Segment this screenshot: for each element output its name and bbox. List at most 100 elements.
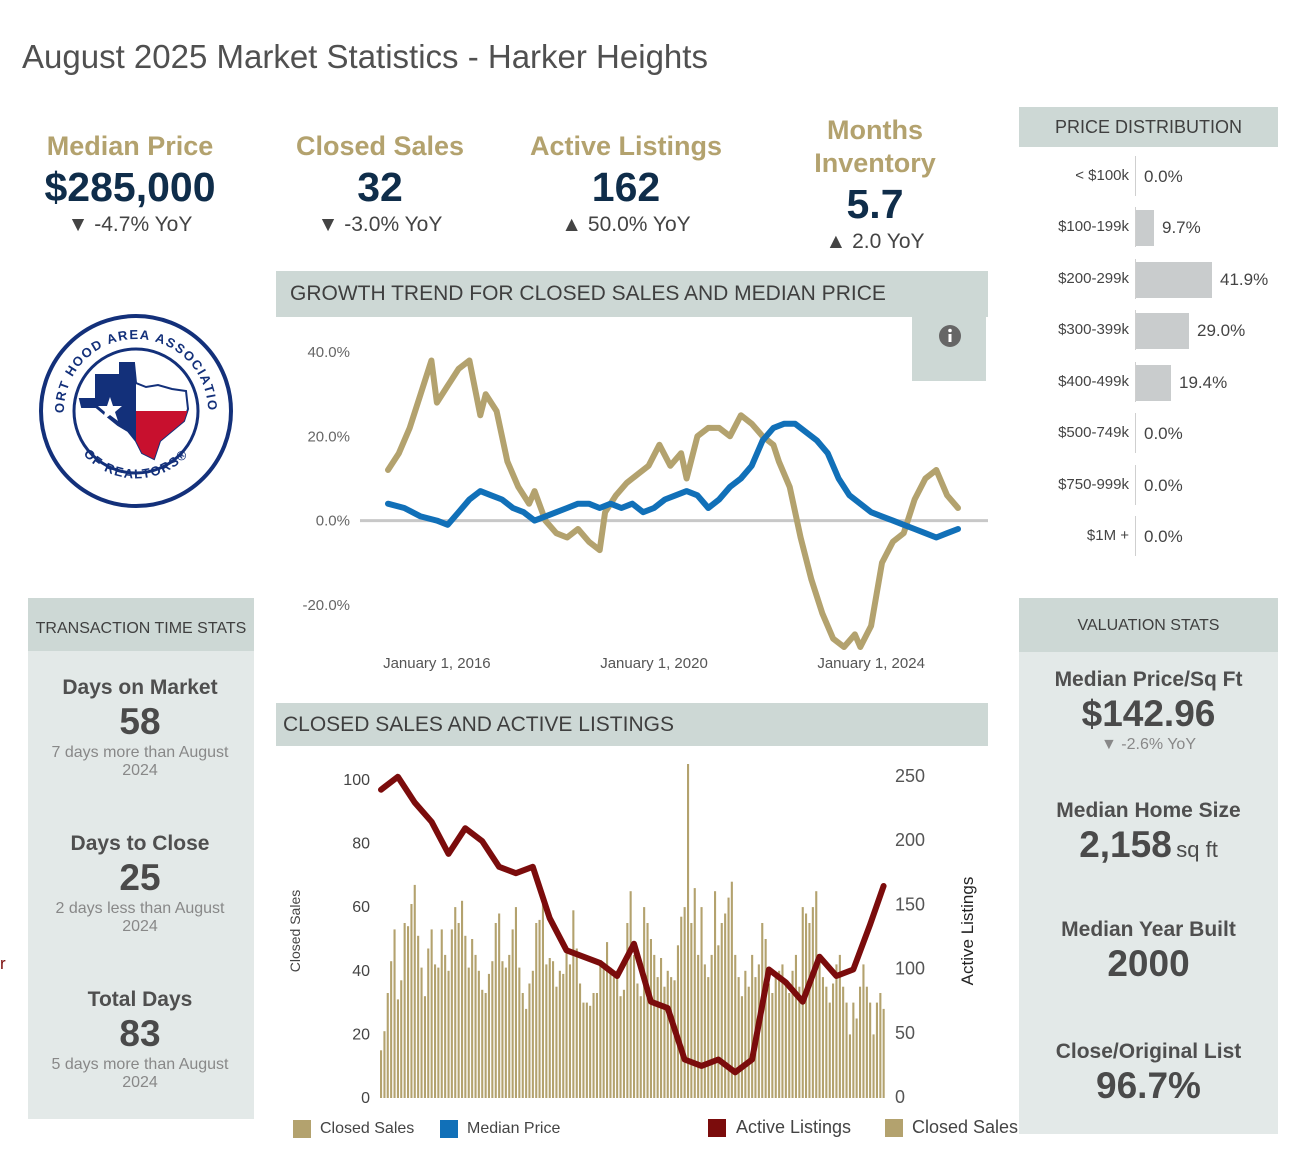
price-distribution-row: $200-299k 41.9% xyxy=(1019,259,1289,299)
bar-closed-sales xyxy=(794,954,797,1098)
bar-closed-sales xyxy=(639,996,642,1098)
bar-closed-sales xyxy=(535,923,538,1098)
price-distribution-row: $1M + 0.0% xyxy=(1019,516,1289,556)
bar-closed-sales xyxy=(808,923,811,1098)
bar-closed-sales xyxy=(545,964,548,1098)
bar-closed-sales xyxy=(403,923,406,1098)
bar-closed-sales xyxy=(528,983,531,1098)
valuation-stats-title: VALUATION STATS xyxy=(1077,617,1220,634)
stat-value: 83 xyxy=(119,1013,161,1054)
bar-closed-sales xyxy=(727,897,730,1098)
y2-axis-label: Active Listings xyxy=(958,877,977,986)
stat-value: 25 xyxy=(119,857,161,898)
bar-closed-sales xyxy=(821,977,824,1098)
bar-closed-sales xyxy=(720,923,723,1098)
bar-closed-sales xyxy=(447,970,450,1098)
bar-closed-sales xyxy=(832,983,835,1098)
legend-label-closed-sales: Closed Sales xyxy=(912,1117,1019,1137)
growth-chart: 40.0% 20.0% 0.0% -20.0% January 1, 2016 Janua… xyxy=(302,344,988,672)
bar-closed-sales xyxy=(541,904,544,1098)
bar-closed-sales xyxy=(437,967,440,1098)
y-tick-label: 0 xyxy=(361,1090,370,1107)
axis-line xyxy=(1135,207,1136,247)
bar-closed-sales xyxy=(393,929,396,1098)
price-distribution-header: PRICE DISTRIBUTION xyxy=(1019,107,1278,147)
bar-closed-sales xyxy=(434,964,437,1098)
price-distribution-row: < $100k 0.0% xyxy=(1019,156,1289,196)
y-tick-label: 40 xyxy=(352,963,370,980)
stat-label: Days on Market xyxy=(62,676,218,699)
bar-closed-sales xyxy=(842,986,845,1098)
bar-closed-sales xyxy=(579,983,582,1098)
bar-closed-sales xyxy=(589,1005,592,1098)
info-button[interactable] xyxy=(912,317,986,381)
sales-chart-header: CLOSED SALES AND ACTIVE LISTINGS xyxy=(276,703,988,746)
price-range-label: $400-499k xyxy=(1058,373,1129,390)
bar-closed-sales xyxy=(481,989,484,1098)
bar-closed-sales xyxy=(687,764,690,1098)
price-range-label: < $100k xyxy=(1075,167,1129,184)
bar-closed-sales xyxy=(450,929,453,1098)
bar-closed-sales xyxy=(879,993,882,1098)
bar-closed-sales xyxy=(734,954,737,1098)
bar-closed-sales xyxy=(471,939,474,1098)
y2-tick-label: 50 xyxy=(895,1023,915,1043)
bar-closed-sales xyxy=(656,977,659,1098)
stat-value: 2000 xyxy=(1107,943,1190,984)
bar-closed-sales xyxy=(744,970,747,1098)
kpi-yoy: ▲ 50.0% YoY xyxy=(561,213,691,236)
bar-closed-sales xyxy=(882,1008,885,1098)
bar-closed-sales xyxy=(386,993,389,1098)
growth-chart-title: GROWTH TREND FOR CLOSED SALES AND MEDIAN… xyxy=(290,282,886,305)
bar-closed-sales xyxy=(430,929,433,1098)
stat-value: 2,158 xyxy=(1079,824,1172,865)
y-tick-label: 20.0% xyxy=(307,428,350,445)
bar-closed-sales xyxy=(420,967,423,1098)
bar-closed-sales xyxy=(673,980,676,1098)
stray-character: r xyxy=(0,954,6,973)
legend-swatch-median-price xyxy=(440,1120,458,1138)
bar-closed-sales xyxy=(825,986,828,1098)
price-distribution-pct: 0.0% xyxy=(1144,424,1183,443)
bar-closed-sales xyxy=(400,980,403,1098)
bar-closed-sales xyxy=(595,993,598,1098)
line-series-closed-sales xyxy=(385,357,961,650)
bar-closed-sales xyxy=(396,999,399,1098)
price-distribution-bar xyxy=(1136,210,1154,246)
price-distribution-pct: 19.4% xyxy=(1179,373,1228,392)
bar-closed-sales xyxy=(562,973,565,1098)
bar-closed-sales xyxy=(585,1002,588,1098)
info-icon[interactable] xyxy=(912,317,986,381)
stat-close-ratio: Close/Original List 96.7% xyxy=(1019,1040,1278,1108)
bar-closed-sales xyxy=(494,923,497,1098)
y2-tick-label: 200 xyxy=(895,830,925,850)
bar-closed-sales xyxy=(848,1034,851,1098)
bar-closed-sales xyxy=(717,945,720,1098)
price-range-label: $500-749k xyxy=(1058,424,1129,441)
bar-closed-sales xyxy=(730,881,733,1098)
bar-closed-sales xyxy=(646,923,649,1098)
stat-sub: 5 days more than August 2024 xyxy=(51,1056,229,1091)
bar-closed-sales xyxy=(859,986,862,1098)
bar-closed-sales xyxy=(508,954,511,1098)
bar-closed-sales xyxy=(572,910,575,1098)
bar-closed-sales xyxy=(649,939,652,1098)
bar-closed-sales xyxy=(474,954,477,1098)
bar-closed-sales xyxy=(835,964,838,1098)
stat-unit: sq ft xyxy=(1176,837,1218,862)
stat-home-size: Median Home Size 2,158 sq ft xyxy=(1019,799,1278,867)
y2-tick-label: 250 xyxy=(895,766,925,786)
y-axis-label: Closed Sales xyxy=(287,890,303,973)
stat-yoy: ▼ -2.6% YoY xyxy=(1100,736,1196,753)
transaction-stats-panel xyxy=(28,651,254,1119)
bar-closed-sales xyxy=(697,954,700,1098)
stat-label: Total Days xyxy=(87,988,193,1011)
bar-closed-sales xyxy=(558,970,561,1098)
axis-line xyxy=(1135,362,1136,402)
bar-closed-sales xyxy=(423,996,426,1098)
axis-line xyxy=(1135,413,1136,453)
kpi-label: Median Price xyxy=(46,131,214,161)
bar-closed-sales xyxy=(568,964,571,1098)
price-range-label: $1M + xyxy=(1086,527,1129,544)
y2-tick-label: 150 xyxy=(895,894,925,914)
